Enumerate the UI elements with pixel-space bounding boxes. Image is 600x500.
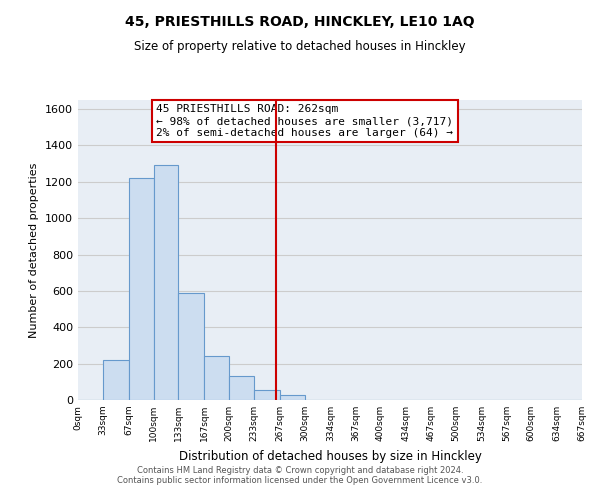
Text: 45 PRIESTHILLS ROAD: 262sqm
← 98% of detached houses are smaller (3,717)
2% of s: 45 PRIESTHILLS ROAD: 262sqm ← 98% of det…	[156, 104, 453, 138]
Bar	[128, 178, 154, 400]
Bar	[154, 166, 178, 400]
Bar	[103, 360, 128, 400]
X-axis label: Distribution of detached houses by size in Hinckley: Distribution of detached houses by size …	[179, 450, 481, 462]
Bar	[254, 390, 280, 400]
Text: Size of property relative to detached houses in Hinckley: Size of property relative to detached ho…	[134, 40, 466, 53]
Text: 45, PRIESTHILLS ROAD, HINCKLEY, LE10 1AQ: 45, PRIESTHILLS ROAD, HINCKLEY, LE10 1AQ	[125, 15, 475, 29]
Bar	[204, 356, 229, 400]
Y-axis label: Number of detached properties: Number of detached properties	[29, 162, 40, 338]
Bar	[280, 396, 305, 400]
Bar	[178, 292, 204, 400]
Text: Contains HM Land Registry data © Crown copyright and database right 2024.
Contai: Contains HM Land Registry data © Crown c…	[118, 466, 482, 485]
Bar	[229, 376, 254, 400]
